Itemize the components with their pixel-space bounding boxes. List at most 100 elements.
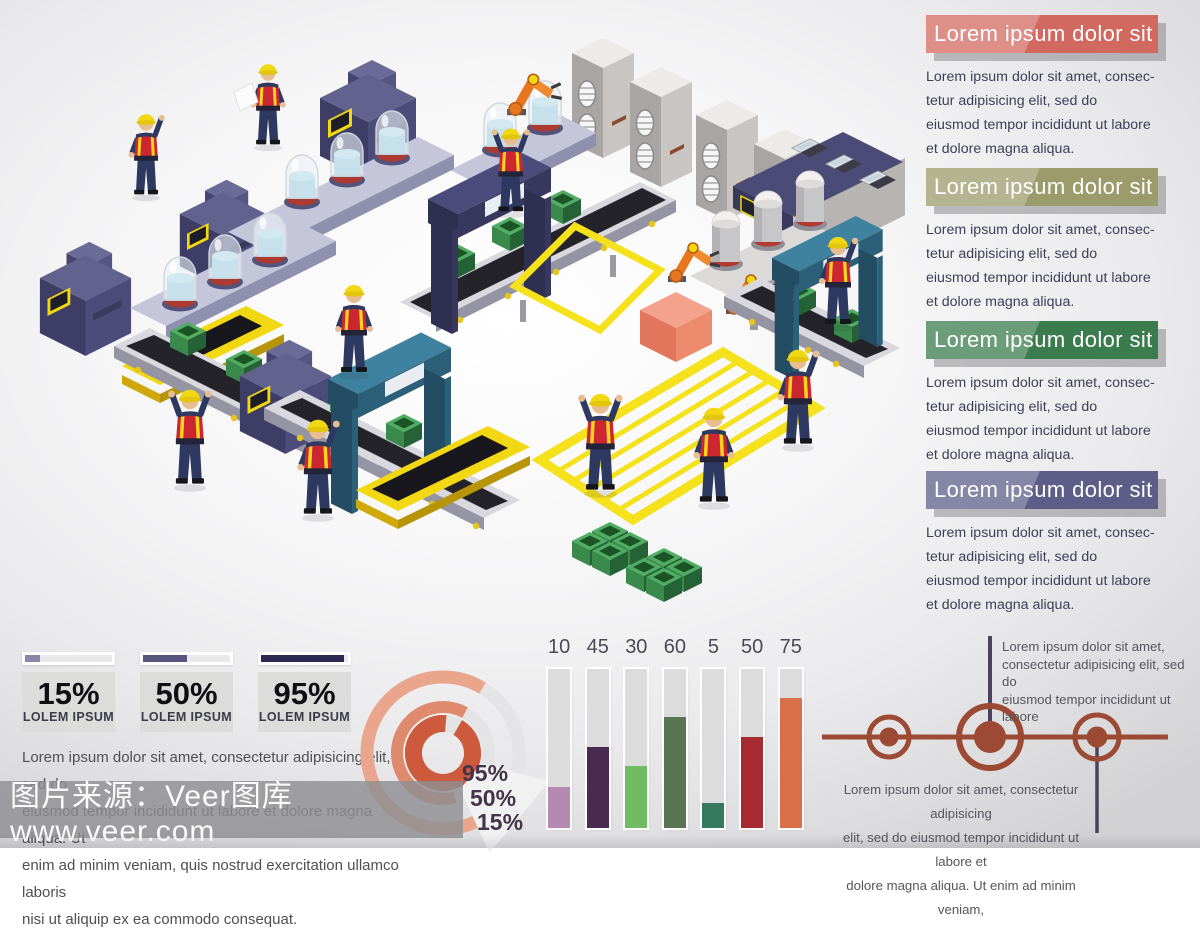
bar-track: [548, 669, 570, 828]
bar-track: [663, 669, 686, 828]
stat-box: 15% LOLEM IPSUM: [22, 672, 115, 732]
body-line: tetur adipisicing elit, sed do: [926, 399, 1098, 415]
section-body: Lorem ipsum dolor sit amet, consec- tetu…: [926, 65, 1158, 161]
floor-marking-small-diamond: [509, 221, 666, 335]
bar-column: 45: [586, 636, 609, 836]
stat-block: 15% LOLEM IPSUM: [22, 652, 115, 732]
annotation-line: Lorem ipsum dolor sit amet, consectetur …: [843, 782, 1079, 821]
body-line: Lorem ipsum dolor sit amet, consec-: [926, 525, 1155, 541]
section-title: Lorem ipsum dolor sit: [934, 21, 1153, 46]
section-body: Lorem ipsum dolor sit amet, consec- tetu…: [926, 521, 1158, 617]
glass-dome: [206, 234, 244, 291]
stat-percentage: 50%: [155, 676, 218, 711]
silver-tank: [750, 190, 786, 252]
bar-track: [779, 669, 802, 828]
stat-progress-bar: [22, 652, 115, 665]
section-title: Lorem ipsum dolor sit: [934, 327, 1153, 352]
panel-section: Lorem ipsum dolor sit Lorem ipsum dolor …: [926, 15, 1158, 161]
bar-fill: [548, 786, 570, 828]
bar-fill: [741, 737, 763, 828]
donut-label: 95%: [462, 760, 508, 786]
node-dot: [879, 727, 899, 747]
salmon-machine-block: [640, 292, 712, 362]
annotation-line: elit, sed do eiusmod tempor incididunt u…: [842, 830, 1080, 869]
assembly-machine: [39, 241, 132, 356]
section-body: Lorem ipsum dolor sit amet, consec- tetu…: [926, 218, 1158, 314]
annotation-line: consectetur adipisicing elit, sed do: [1002, 656, 1185, 690]
stat-block: 95% LOLEM IPSUM: [258, 652, 351, 732]
watermark-text: 图片来源：Veer图库 www.veer.com: [10, 779, 293, 848]
bar-value-label: 45: [586, 636, 609, 658]
bar-fill: [663, 716, 686, 828]
annotation-line: Lorem ipsum dolor sit amet,: [1002, 639, 1165, 654]
bar-value-label: 60: [663, 636, 687, 658]
stat-progress-fill: [143, 655, 187, 662]
worker: [249, 62, 288, 153]
node-ring: [1072, 712, 1122, 762]
stat-box: 95% LOLEM IPSUM: [258, 672, 351, 732]
bar-column: 30: [625, 636, 647, 836]
annotation-line: eiusmod tempor incididunt ut labore: [1002, 691, 1171, 725]
section-banner: Lorem ipsum dolor sit: [926, 15, 1158, 53]
glass-dome: [161, 256, 199, 313]
body-line: tetur adipisicing elit, sed do: [926, 93, 1098, 109]
body-line: et dolore magna aliqua.: [926, 447, 1075, 463]
bar-fill: [586, 746, 609, 828]
bar-track: [702, 669, 725, 828]
section-banner: Lorem ipsum dolor sit: [926, 471, 1158, 509]
bar-value-label: 5: [707, 636, 719, 658]
donut-label: 15%: [477, 809, 523, 835]
bar-column: 60: [663, 636, 687, 836]
section-body: Lorem ipsum dolor sit amet, consec- tetu…: [926, 371, 1158, 467]
node-dot: [1086, 726, 1108, 748]
factory-illustration: [39, 37, 905, 602]
stat-progress-bar: [140, 652, 233, 665]
bar-value-label: 10: [548, 636, 571, 658]
bar-value-label: 50: [741, 636, 764, 658]
body-line: eiusmod tempor incididunt ut labore: [926, 423, 1151, 439]
clipboard: [233, 82, 259, 112]
plane-annotation-top: Lorem ipsum dolor sit amet, consectetur …: [1002, 638, 1197, 726]
glass-dome: [283, 154, 321, 211]
bar-value-label: 75: [779, 636, 802, 658]
annotation-line: dolore magna aliqua. Ut enim ad minim ve…: [846, 878, 1076, 917]
airplane-timeline-diagram: [822, 636, 1168, 833]
stat-progress-bar: [258, 652, 351, 665]
workers: [127, 62, 860, 524]
section-banner: Lorem ipsum dolor sit: [926, 321, 1158, 359]
production-line-bottom: [239, 332, 530, 530]
silver-tank: [792, 170, 828, 232]
body-line: et dolore magna aliqua.: [926, 141, 1075, 157]
bar-fill: [625, 766, 648, 828]
crate-stack-cluster: [572, 522, 702, 602]
body-line: tetur adipisicing elit, sed do: [926, 246, 1098, 262]
panel-section: Lorem ipsum dolor sit Lorem ipsum dolor …: [926, 471, 1158, 617]
body-line: et dolore magna aliqua.: [926, 597, 1075, 613]
paragraph-line: enim ad minim veniam, quis nostrud exerc…: [22, 857, 399, 901]
worker: [166, 387, 214, 494]
section-title: Lorem ipsum dolor sit: [934, 477, 1153, 502]
node-dot: [974, 721, 1006, 753]
stat-progress-fill: [261, 655, 344, 662]
bar-column: 10: [548, 636, 570, 836]
bar-chart: 10 45 30 60 5 50 75: [548, 636, 816, 836]
bar-column: 50: [741, 636, 763, 836]
stat-box: 50% LOLEM IPSUM: [140, 672, 233, 732]
glass-dome: [251, 212, 289, 269]
floor-marking-hatched-diamond: [531, 346, 826, 526]
bar-column: 5: [702, 636, 725, 836]
bar-track: [741, 669, 763, 828]
node-ring: [866, 714, 912, 760]
gantry-arch-navy: [428, 152, 551, 334]
glass-dome: [328, 132, 366, 189]
body-line: Lorem ipsum dolor sit amet, consec-: [926, 69, 1155, 85]
bar-value-label: 30: [625, 636, 648, 658]
stat-block: 50% LOLEM IPSUM: [140, 652, 233, 732]
stat-label: LOLEM IPSUM: [258, 710, 351, 724]
body-line: tetur adipisicing elit, sed do: [926, 549, 1098, 565]
donut-label: 50%: [470, 785, 516, 811]
conveyor-line-center: [400, 152, 676, 334]
stat-label: LOLEM IPSUM: [22, 710, 115, 724]
glass-dome: [373, 110, 411, 167]
